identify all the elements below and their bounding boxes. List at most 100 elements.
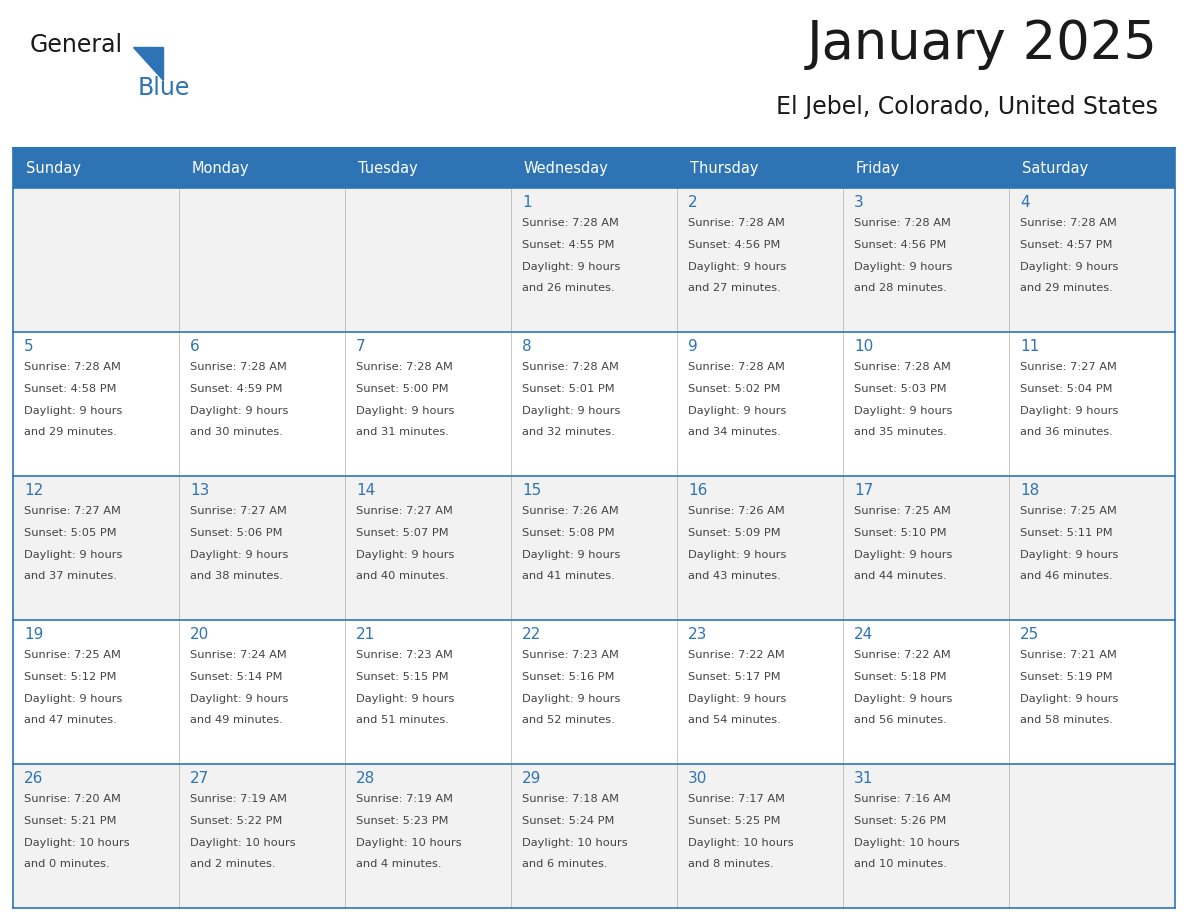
- Text: Sunrise: 7:23 AM: Sunrise: 7:23 AM: [356, 650, 453, 660]
- Text: Sunrise: 7:28 AM: Sunrise: 7:28 AM: [190, 362, 286, 372]
- Text: Sunrise: 7:28 AM: Sunrise: 7:28 AM: [688, 362, 785, 372]
- Text: Daylight: 10 hours: Daylight: 10 hours: [854, 838, 960, 848]
- Text: Blue: Blue: [138, 76, 190, 100]
- Text: Sunset: 5:19 PM: Sunset: 5:19 PM: [1020, 672, 1113, 682]
- Text: Daylight: 9 hours: Daylight: 9 hours: [688, 550, 786, 560]
- Text: Daylight: 9 hours: Daylight: 9 hours: [688, 694, 786, 704]
- Bar: [511, 620, 677, 764]
- Text: Sunrise: 7:21 AM: Sunrise: 7:21 AM: [1020, 650, 1117, 660]
- Text: Tuesday: Tuesday: [358, 161, 418, 175]
- Text: and 56 minutes.: and 56 minutes.: [854, 715, 947, 725]
- Text: Sunset: 5:09 PM: Sunset: 5:09 PM: [688, 528, 781, 538]
- Bar: [345, 332, 511, 476]
- Text: Sunset: 5:11 PM: Sunset: 5:11 PM: [1020, 528, 1113, 538]
- Bar: [843, 188, 1009, 332]
- Text: Daylight: 9 hours: Daylight: 9 hours: [190, 550, 289, 560]
- Text: Sunrise: 7:25 AM: Sunrise: 7:25 AM: [24, 650, 121, 660]
- Text: General: General: [30, 33, 124, 57]
- Bar: [511, 188, 677, 332]
- Text: 5: 5: [24, 339, 33, 354]
- Bar: [179, 332, 345, 476]
- Bar: [179, 764, 345, 908]
- Text: Sunset: 5:18 PM: Sunset: 5:18 PM: [854, 672, 947, 682]
- Text: Daylight: 9 hours: Daylight: 9 hours: [356, 694, 454, 704]
- Text: 30: 30: [688, 771, 707, 786]
- Text: Daylight: 9 hours: Daylight: 9 hours: [854, 406, 953, 416]
- Text: 21: 21: [356, 627, 375, 642]
- Text: 2: 2: [688, 195, 697, 210]
- Text: Sunset: 5:04 PM: Sunset: 5:04 PM: [1020, 384, 1112, 394]
- Text: Daylight: 9 hours: Daylight: 9 hours: [190, 694, 289, 704]
- Bar: [1009, 620, 1175, 764]
- Text: 19: 19: [24, 627, 44, 642]
- Text: January 2025: January 2025: [807, 18, 1158, 70]
- Text: Sunrise: 7:24 AM: Sunrise: 7:24 AM: [190, 650, 286, 660]
- Text: and 6 minutes.: and 6 minutes.: [522, 859, 607, 869]
- Text: Daylight: 10 hours: Daylight: 10 hours: [356, 838, 462, 848]
- Bar: [677, 476, 843, 620]
- Bar: [843, 764, 1009, 908]
- Bar: [1009, 188, 1175, 332]
- Text: Sunset: 5:15 PM: Sunset: 5:15 PM: [356, 672, 449, 682]
- Text: Daylight: 10 hours: Daylight: 10 hours: [522, 838, 627, 848]
- Text: and 34 minutes.: and 34 minutes.: [688, 427, 781, 437]
- Text: Sunrise: 7:27 AM: Sunrise: 7:27 AM: [24, 506, 121, 516]
- Text: Daylight: 9 hours: Daylight: 9 hours: [522, 550, 620, 560]
- Text: 3: 3: [854, 195, 864, 210]
- Text: 14: 14: [356, 483, 375, 498]
- Text: 11: 11: [1020, 339, 1040, 354]
- Text: Daylight: 9 hours: Daylight: 9 hours: [24, 406, 122, 416]
- Bar: [843, 148, 1009, 188]
- Text: Sunset: 5:22 PM: Sunset: 5:22 PM: [190, 816, 283, 826]
- Text: Sunset: 5:08 PM: Sunset: 5:08 PM: [522, 528, 614, 538]
- Bar: [13, 620, 179, 764]
- Text: Daylight: 9 hours: Daylight: 9 hours: [1020, 262, 1118, 272]
- Text: Sunset: 5:25 PM: Sunset: 5:25 PM: [688, 816, 781, 826]
- Text: 23: 23: [688, 627, 707, 642]
- Text: Sunset: 5:07 PM: Sunset: 5:07 PM: [356, 528, 449, 538]
- Text: Daylight: 9 hours: Daylight: 9 hours: [522, 694, 620, 704]
- Text: Daylight: 9 hours: Daylight: 9 hours: [1020, 550, 1118, 560]
- Text: Sunrise: 7:28 AM: Sunrise: 7:28 AM: [688, 218, 785, 228]
- Text: and 10 minutes.: and 10 minutes.: [854, 859, 947, 869]
- Text: and 58 minutes.: and 58 minutes.: [1020, 715, 1113, 725]
- Text: Sunday: Sunday: [26, 161, 81, 175]
- Text: Sunset: 5:21 PM: Sunset: 5:21 PM: [24, 816, 116, 826]
- Text: and 2 minutes.: and 2 minutes.: [190, 859, 276, 869]
- Text: Daylight: 9 hours: Daylight: 9 hours: [688, 406, 786, 416]
- Text: and 27 minutes.: and 27 minutes.: [688, 283, 781, 293]
- Text: and 29 minutes.: and 29 minutes.: [24, 427, 116, 437]
- Text: Sunset: 5:06 PM: Sunset: 5:06 PM: [190, 528, 283, 538]
- Text: and 49 minutes.: and 49 minutes.: [190, 715, 283, 725]
- Polygon shape: [133, 47, 163, 80]
- Text: and 8 minutes.: and 8 minutes.: [688, 859, 773, 869]
- Text: 22: 22: [522, 627, 542, 642]
- Bar: [345, 620, 511, 764]
- Text: Daylight: 9 hours: Daylight: 9 hours: [24, 550, 122, 560]
- Text: Sunrise: 7:28 AM: Sunrise: 7:28 AM: [1020, 218, 1117, 228]
- Text: Saturday: Saturday: [1022, 161, 1088, 175]
- Text: Sunset: 5:17 PM: Sunset: 5:17 PM: [688, 672, 781, 682]
- Text: Sunrise: 7:26 AM: Sunrise: 7:26 AM: [522, 506, 619, 516]
- Text: 4: 4: [1020, 195, 1030, 210]
- Text: Monday: Monday: [192, 161, 249, 175]
- Text: and 51 minutes.: and 51 minutes.: [356, 715, 449, 725]
- Text: Sunset: 5:14 PM: Sunset: 5:14 PM: [190, 672, 283, 682]
- Text: 28: 28: [356, 771, 375, 786]
- Bar: [179, 620, 345, 764]
- Text: 8: 8: [522, 339, 531, 354]
- Text: Daylight: 9 hours: Daylight: 9 hours: [356, 406, 454, 416]
- Bar: [677, 620, 843, 764]
- Text: and 31 minutes.: and 31 minutes.: [356, 427, 449, 437]
- Bar: [677, 332, 843, 476]
- Text: Sunrise: 7:18 AM: Sunrise: 7:18 AM: [522, 794, 619, 804]
- Bar: [13, 476, 179, 620]
- Bar: [179, 148, 345, 188]
- Bar: [13, 332, 179, 476]
- Text: Sunset: 4:58 PM: Sunset: 4:58 PM: [24, 384, 116, 394]
- Text: Daylight: 9 hours: Daylight: 9 hours: [522, 262, 620, 272]
- Text: Daylight: 9 hours: Daylight: 9 hours: [1020, 406, 1118, 416]
- Text: Sunrise: 7:28 AM: Sunrise: 7:28 AM: [522, 218, 619, 228]
- Bar: [511, 332, 677, 476]
- Text: Sunrise: 7:28 AM: Sunrise: 7:28 AM: [854, 218, 950, 228]
